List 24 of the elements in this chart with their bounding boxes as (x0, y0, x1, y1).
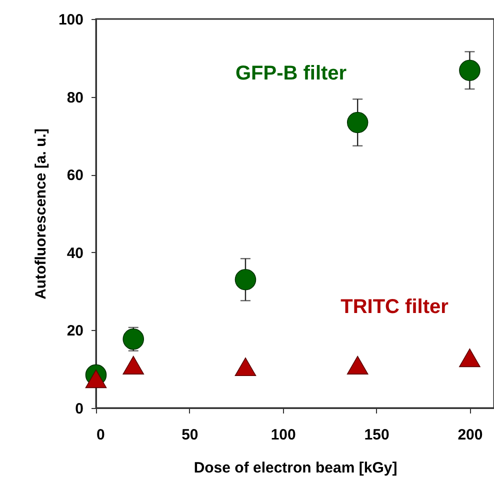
y-tick-label: 60 (66, 167, 84, 184)
x-tick-label: 50 (182, 426, 198, 444)
y-axis-title: Autofluorescence [a. u.] (32, 128, 50, 300)
point (346, 356, 368, 374)
y-tick-label: 100 (58, 12, 84, 28)
y-tick-label: 80 (66, 89, 84, 106)
x-tick-label: 150 (364, 426, 390, 444)
y-tick-label: 20 (66, 322, 84, 340)
x-tick-label: 200 (458, 426, 483, 444)
point (234, 357, 256, 376)
point (85, 370, 107, 388)
series-label: TRITC filter (340, 296, 449, 318)
x-tick-label: 100 (270, 426, 296, 444)
x-axis-title: Dose of electron beam [kGy] (194, 460, 398, 476)
point (459, 60, 480, 81)
x-tick-label: 0 (96, 426, 105, 444)
series-label: GFP-B filter (235, 62, 347, 84)
point (346, 112, 368, 134)
y-tick-label: 0 (75, 400, 84, 418)
y-tick-label: 40 (66, 244, 84, 262)
point (459, 348, 480, 368)
point (122, 328, 144, 350)
point (234, 269, 256, 290)
point (122, 356, 144, 374)
